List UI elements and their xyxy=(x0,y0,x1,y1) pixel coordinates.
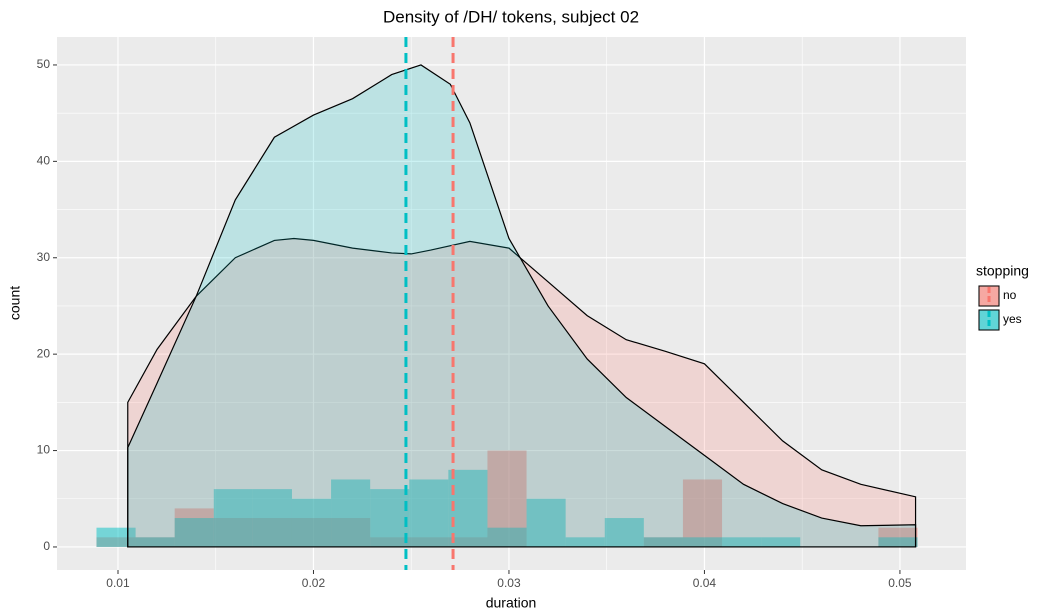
histogram-bar xyxy=(370,489,410,547)
y-tick-label: 30 xyxy=(37,250,51,264)
density-area xyxy=(127,64,917,548)
y-tick-label: 20 xyxy=(37,346,51,360)
histogram-bar xyxy=(526,498,566,547)
x-tick-label: 0.01 xyxy=(106,576,130,590)
y-tick-label: 10 xyxy=(37,443,51,457)
y-tick-label: 40 xyxy=(37,154,51,168)
histogram-bar xyxy=(878,537,918,547)
y-tick-label: 0 xyxy=(43,539,50,553)
histogram-bar xyxy=(252,489,292,547)
density-area xyxy=(127,237,917,548)
x-tick-label: 0.04 xyxy=(693,576,717,590)
legend-label: no xyxy=(1003,288,1017,302)
x-axis-label: duration xyxy=(486,595,537,611)
histogram-bar xyxy=(722,537,762,547)
chart-title: Density of /DH/ tokens, subject 02 xyxy=(383,7,639,26)
histogram-bar xyxy=(448,469,488,547)
legend-title: stopping xyxy=(976,263,1029,279)
histogram-bar xyxy=(135,537,175,547)
y-tick-label: 50 xyxy=(37,57,51,71)
histogram-bar xyxy=(96,527,136,547)
histogram-bar xyxy=(291,498,332,547)
histogram-bar xyxy=(682,479,723,547)
histogram-bar xyxy=(213,489,253,547)
histogram-bar xyxy=(487,527,527,547)
x-tick-label: 0.05 xyxy=(888,576,912,590)
histogram-bar xyxy=(761,537,801,547)
histogram-bar xyxy=(643,537,683,547)
histogram-bar xyxy=(604,518,644,547)
x-tick-label: 0.03 xyxy=(497,576,521,590)
histogram-bar xyxy=(565,537,605,547)
legend-label: yes xyxy=(1003,312,1022,326)
histogram-bar xyxy=(174,518,214,547)
histogram-bar xyxy=(331,479,371,547)
histogram-bar xyxy=(682,537,723,547)
histogram-bar xyxy=(409,479,449,547)
x-tick-label: 0.02 xyxy=(302,576,326,590)
y-axis-label: count xyxy=(7,286,23,320)
